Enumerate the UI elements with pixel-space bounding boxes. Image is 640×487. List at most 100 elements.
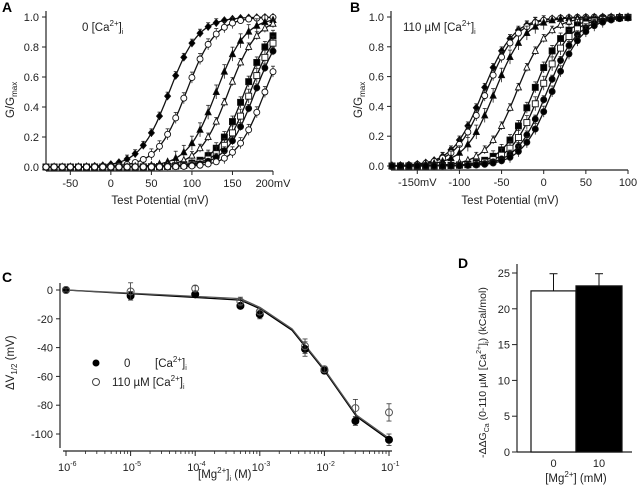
data-point <box>439 162 447 170</box>
x-tick-label: 50 <box>580 177 592 189</box>
data-point <box>396 162 404 170</box>
data-point <box>506 153 514 161</box>
data-point <box>245 104 253 112</box>
data-point <box>236 297 245 306</box>
x-tick-label: -50 <box>62 178 78 190</box>
data-point <box>253 84 261 92</box>
data-point <box>220 67 229 75</box>
data-point <box>131 149 139 158</box>
series-curve8 <box>388 14 632 170</box>
data-point <box>172 71 180 80</box>
data-point <box>245 15 253 23</box>
data-point <box>565 50 573 58</box>
y-tick-label: 5 <box>504 411 510 423</box>
data-point <box>523 104 531 112</box>
data-point <box>573 37 581 45</box>
series-0-ca <box>62 286 393 446</box>
x-tick-label: 10-4 <box>187 461 206 474</box>
data-point <box>624 14 632 22</box>
data-point <box>196 29 204 38</box>
x-tick-label: 10-2 <box>316 461 335 474</box>
data-point <box>156 163 163 171</box>
data-point <box>301 342 310 351</box>
data-point <box>497 121 506 129</box>
y-tick-label: 0.6 <box>24 72 39 84</box>
data-point <box>523 138 531 146</box>
y-tick-label: 1.0 <box>24 12 39 24</box>
data-point <box>115 163 123 171</box>
data-point <box>531 100 539 108</box>
data-point <box>253 21 261 29</box>
legend-marker-open <box>92 378 100 386</box>
data-point <box>253 31 261 39</box>
data-point <box>556 20 565 28</box>
data-point <box>107 163 115 171</box>
data-point <box>180 162 188 170</box>
data-point <box>422 162 430 170</box>
annotation-b: 110 µM [Ca2+]i <box>403 19 476 36</box>
data-point <box>229 148 236 156</box>
data-point <box>523 119 531 127</box>
panel-d: D -ΔΔGCa (0-110 µM [Ca2+]i) (kCal/mol) [… <box>458 255 632 485</box>
data-point <box>83 163 90 171</box>
data-point <box>531 46 540 54</box>
data-point <box>237 112 245 120</box>
data-point <box>164 91 172 101</box>
y-tick-label: 10 <box>498 375 510 387</box>
data-point <box>472 127 481 136</box>
y-tick-label: 0.6 <box>369 72 384 84</box>
data-point <box>196 161 204 169</box>
data-point <box>99 163 107 171</box>
data-point <box>196 125 204 133</box>
data-point <box>253 108 261 116</box>
data-point <box>66 163 74 171</box>
data-point <box>269 68 277 76</box>
axes-b: 0.0 0.2 0.4 0.6 0.8 1.0 -150mV -100 -50 0 50 100 <box>369 11 637 189</box>
data-point <box>506 39 514 47</box>
data-point <box>245 92 253 100</box>
data-point <box>244 42 253 50</box>
data-point <box>229 129 236 137</box>
data-point <box>188 74 196 82</box>
data-point <box>557 56 565 64</box>
y-tick-label: 0.0 <box>369 161 384 173</box>
y-tick-label: 0.2 <box>369 131 384 143</box>
x-tick-label: 50 <box>145 178 157 190</box>
data-point <box>320 365 329 374</box>
data-point <box>229 137 236 145</box>
y-tick-label: 0.4 <box>24 102 39 114</box>
data-point <box>455 148 464 156</box>
y-tick-label: 0.8 <box>24 42 39 54</box>
panel-a: A 0 [Ca2+]i G/Gmax Test Potential (mV) 0… <box>2 0 291 207</box>
data-point <box>489 91 497 99</box>
data-point <box>204 107 212 116</box>
x-tick-label: -50 <box>494 177 510 189</box>
data-point <box>269 39 277 47</box>
data-point <box>212 87 220 95</box>
legend-label-110-ca: 110 µM [Ca2+]i <box>112 374 185 391</box>
data-point <box>548 75 556 83</box>
data-point <box>531 83 539 91</box>
data-point <box>188 38 196 48</box>
data-point <box>548 25 556 34</box>
data-point <box>180 147 188 156</box>
x-tick-label: 10-3 <box>252 461 271 474</box>
x-tick-label: -150mV <box>398 177 437 189</box>
data-point <box>514 29 522 37</box>
data-point <box>172 114 180 122</box>
y-tick-label: -100 <box>31 429 53 441</box>
data-point <box>481 92 489 100</box>
data-point <box>489 135 497 143</box>
data-point <box>472 112 480 119</box>
data-point <box>245 78 253 86</box>
data-point <box>489 159 497 167</box>
y-tick-label: 25 <box>498 268 510 280</box>
axes-c: 0 -20 -40 -60 -80 -100 10-6 10-5 10-4 10-3 10-2 10-… <box>31 282 400 474</box>
data-point <box>582 28 590 36</box>
data-point <box>385 408 393 417</box>
data-point <box>539 18 548 26</box>
data-point <box>196 143 204 152</box>
data-point <box>212 30 220 38</box>
y-tick-label: -20 <box>37 314 53 326</box>
data-point <box>220 154 228 162</box>
